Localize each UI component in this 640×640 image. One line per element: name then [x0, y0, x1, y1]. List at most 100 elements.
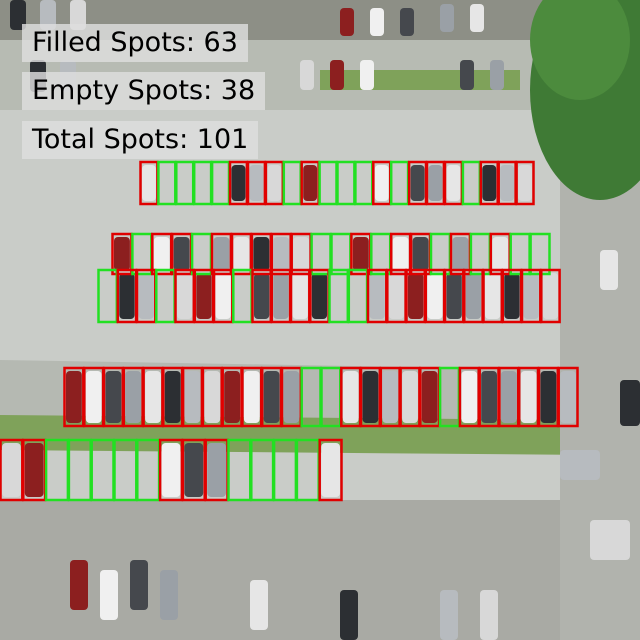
- parked-car: [273, 273, 289, 319]
- parked-car: [500, 371, 517, 423]
- background-car: [330, 60, 344, 90]
- parked-car: [321, 443, 340, 497]
- parked-car: [224, 371, 240, 423]
- filled-spot-box: [318, 438, 343, 502]
- background-car: [470, 4, 484, 32]
- background-car: [490, 60, 504, 90]
- parked-car: [267, 165, 282, 201]
- filled-spot-box: [515, 160, 535, 206]
- background-car: [590, 520, 630, 560]
- parked-car: [293, 237, 310, 271]
- parked-car: [428, 165, 443, 201]
- parked-car: [523, 273, 539, 319]
- parked-car: [233, 237, 250, 271]
- background-car: [300, 60, 314, 90]
- parked-car: [408, 273, 424, 319]
- parked-car: [105, 371, 122, 423]
- parked-car: [504, 273, 520, 319]
- background-car: [360, 60, 374, 90]
- parked-car: [24, 443, 44, 497]
- background-car: [620, 380, 640, 426]
- parked-car: [520, 371, 537, 423]
- parked-car: [153, 237, 170, 271]
- parked-car: [142, 165, 156, 201]
- background-car: [440, 590, 458, 640]
- parked-car: [465, 273, 482, 319]
- parked-car: [249, 165, 264, 201]
- parked-car: [311, 273, 328, 319]
- parked-car: [388, 273, 405, 319]
- parked-car: [207, 443, 226, 497]
- parked-car: [446, 273, 462, 319]
- background-car: [440, 4, 454, 32]
- parked-car: [446, 165, 461, 201]
- background-car: [480, 590, 498, 640]
- parked-car: [427, 273, 443, 319]
- background-car: [600, 250, 618, 290]
- background-car: [10, 0, 26, 30]
- parked-car: [452, 237, 469, 271]
- parked-car: [125, 371, 142, 423]
- total-spots-label: Total Spots: 101: [22, 121, 259, 159]
- detection-boxes: [0, 160, 579, 502]
- parked-car: [173, 237, 190, 271]
- background-car: [340, 590, 358, 640]
- parked-car: [374, 165, 389, 201]
- parked-car: [145, 371, 161, 423]
- filled-spots-label: Filled Spots: 63: [22, 24, 248, 62]
- parked-car: [342, 371, 359, 423]
- parked-car: [204, 371, 221, 423]
- background-car: [370, 8, 384, 36]
- parked-car: [283, 371, 300, 423]
- parked-car: [184, 443, 204, 497]
- parked-car: [421, 371, 438, 423]
- empty-spots-label: Empty Spots: 38: [22, 72, 266, 110]
- parked-car: [254, 273, 270, 319]
- parked-car: [485, 273, 501, 319]
- parked-car: [85, 371, 102, 423]
- parked-car: [481, 371, 497, 423]
- parked-car: [164, 371, 181, 423]
- parked-car: [412, 237, 429, 271]
- parked-car: [263, 371, 280, 423]
- parked-car: [292, 273, 308, 319]
- parked-car: [138, 273, 154, 319]
- background-car: [70, 560, 88, 610]
- parked-car: [213, 237, 230, 271]
- parked-car: [215, 273, 231, 319]
- parked-car: [410, 165, 425, 201]
- parked-car: [303, 165, 318, 201]
- parked-car: [253, 237, 270, 271]
- parked-car: [362, 371, 379, 423]
- background-car: [70, 0, 86, 30]
- parked-car: [161, 443, 181, 497]
- filled-spot-box: [557, 366, 579, 428]
- background-car: [100, 570, 118, 620]
- background-car: [400, 8, 414, 36]
- parked-car: [482, 165, 497, 201]
- parked-car: [114, 237, 130, 271]
- parked-car: [542, 273, 559, 319]
- parked-car: [243, 371, 260, 423]
- background-car: [130, 560, 148, 610]
- parked-car: [352, 237, 369, 271]
- parked-car: [66, 371, 82, 423]
- parked-car: [2, 443, 21, 497]
- background-car: [40, 0, 56, 30]
- filled-spot-box: [540, 268, 561, 324]
- background-car: [560, 450, 600, 480]
- parked-car: [492, 237, 509, 271]
- parked-car: [231, 165, 246, 201]
- parked-car: [177, 273, 193, 319]
- background-car: [250, 580, 268, 630]
- parked-car: [500, 165, 515, 201]
- parked-car: [461, 371, 478, 423]
- parked-car: [273, 237, 290, 271]
- parked-car: [382, 371, 399, 423]
- background-car: [340, 8, 354, 36]
- parked-car: [196, 273, 212, 319]
- parked-car: [184, 371, 201, 423]
- parked-car: [518, 165, 532, 201]
